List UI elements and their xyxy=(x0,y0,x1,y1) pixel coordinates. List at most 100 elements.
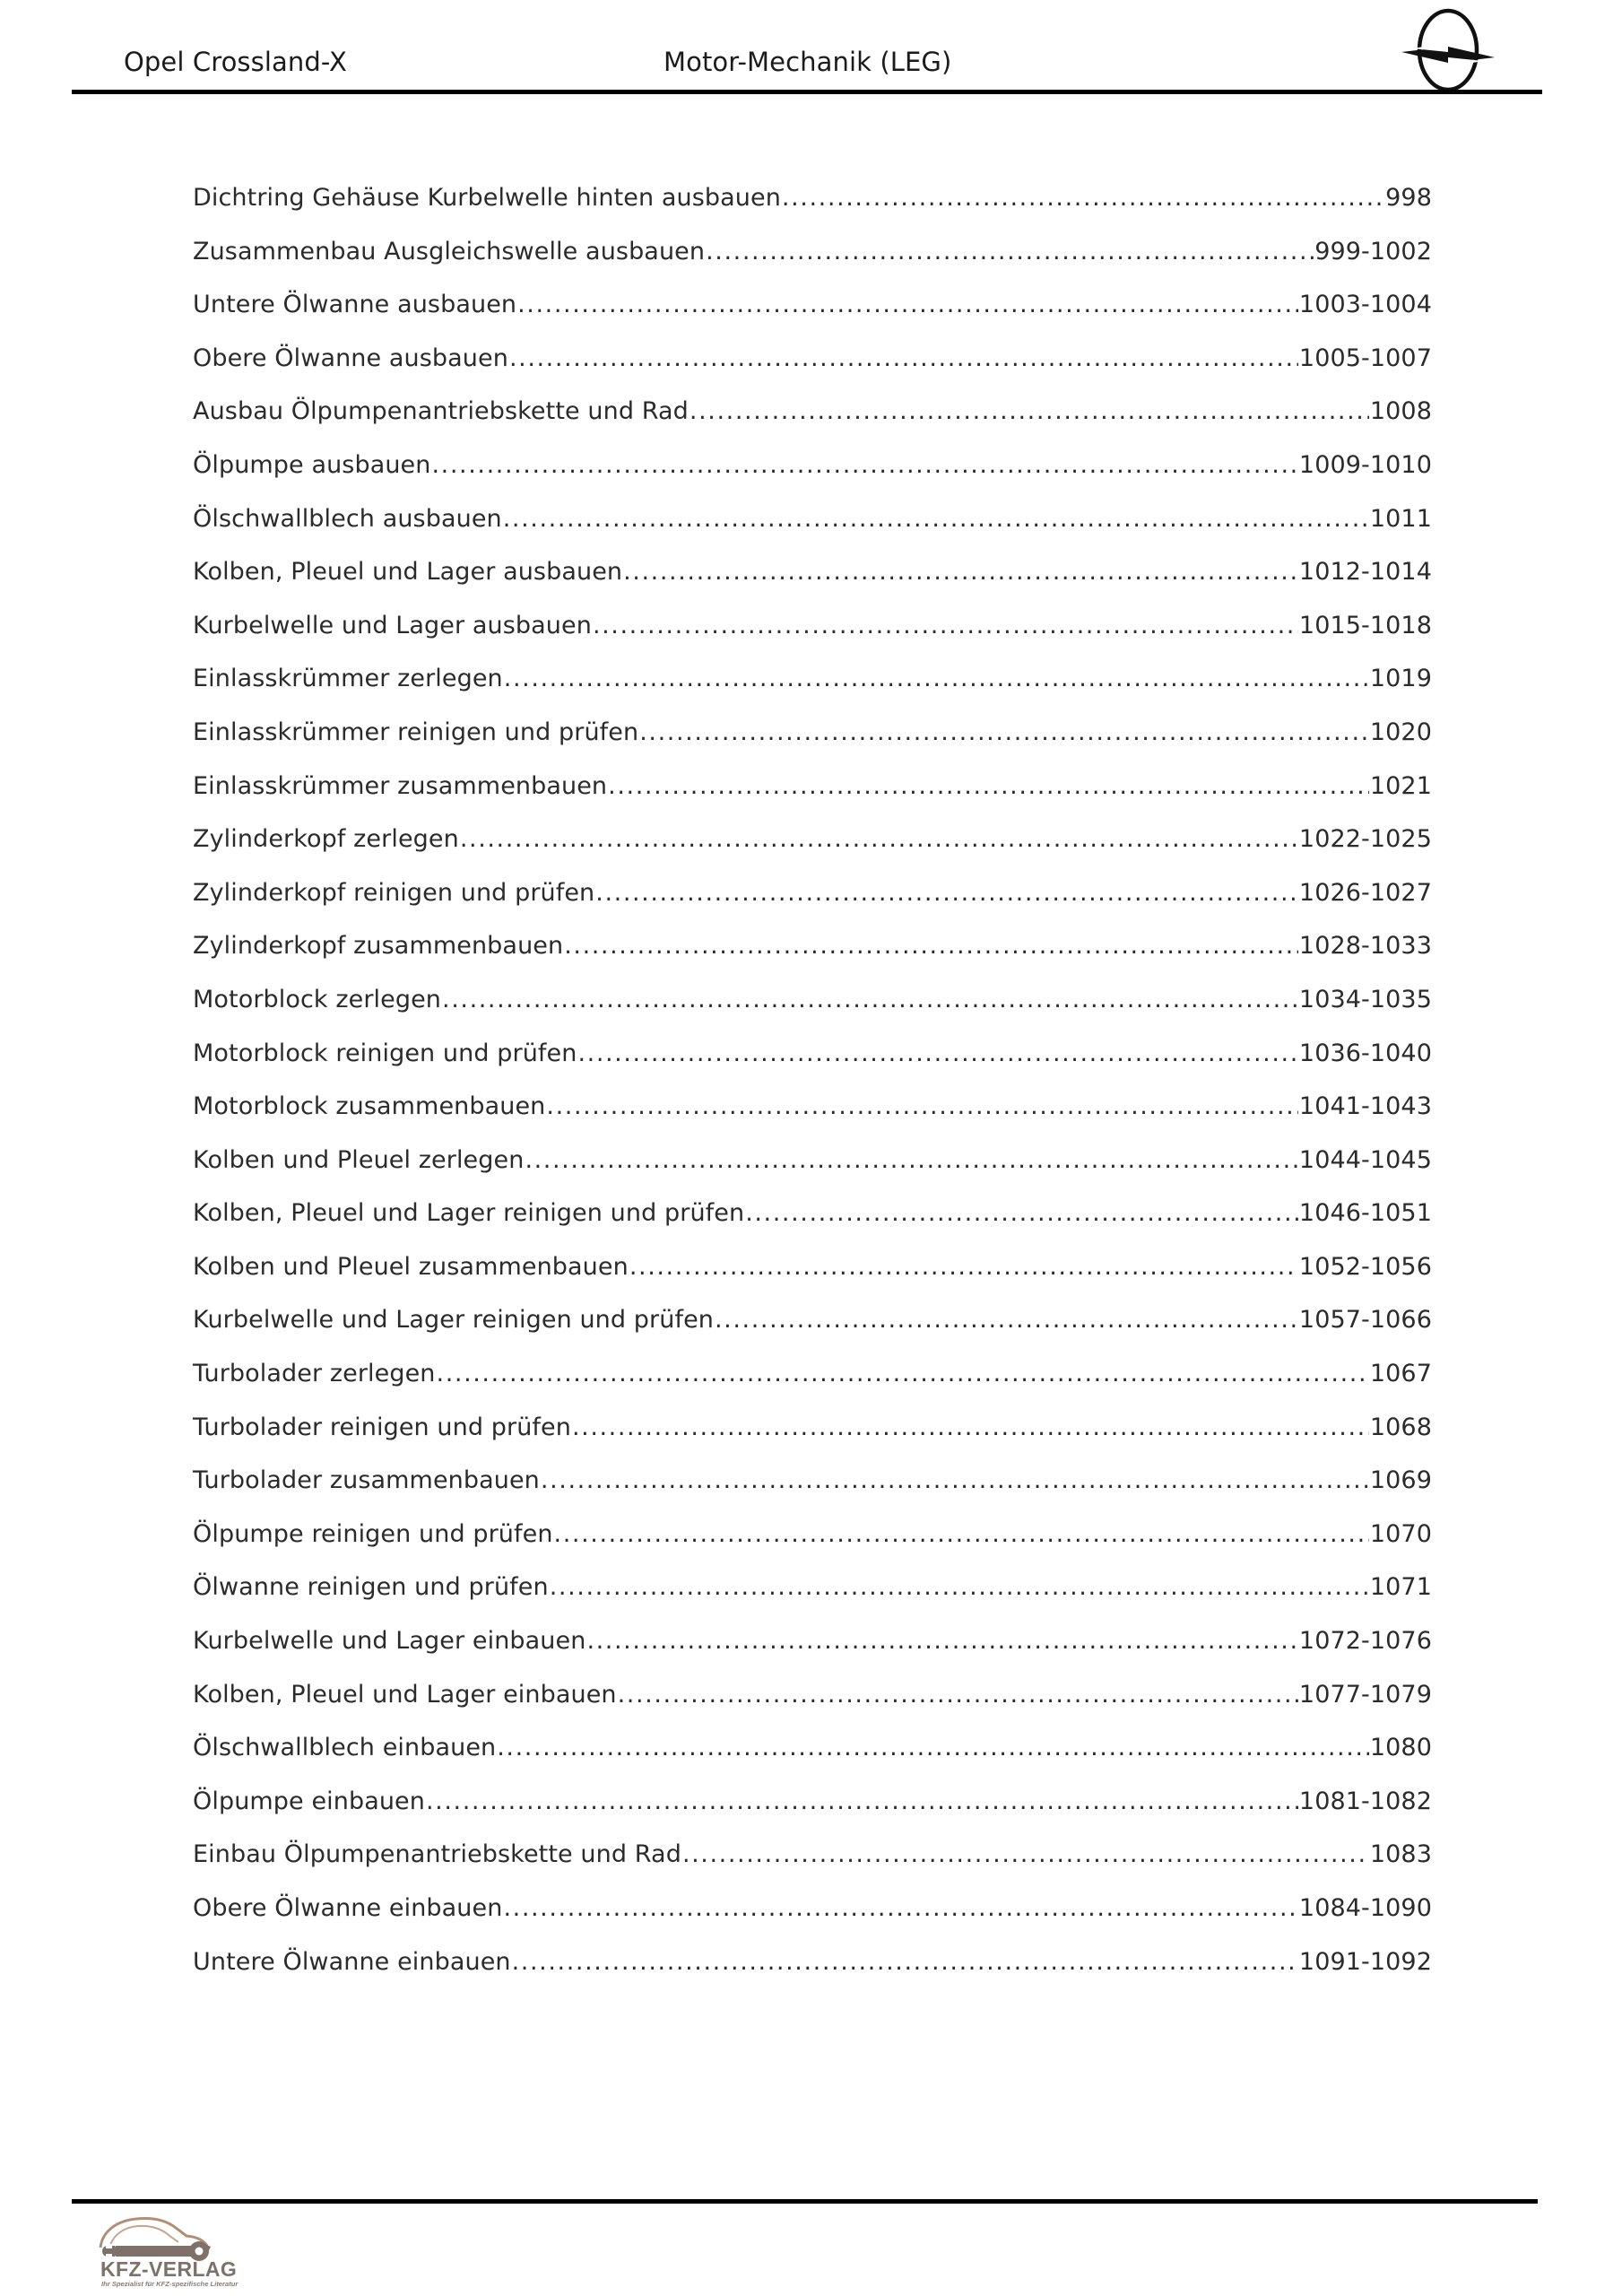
toc-entry[interactable]: Kolben, Pleuel und Lager reinigen und pr… xyxy=(193,1199,1432,1253)
toc-entry[interactable]: Ölpumpe einbauen 1081-1082 xyxy=(193,1787,1432,1841)
toc-entry-title: Turbolader zusammenbauen xyxy=(193,1466,540,1495)
toc-entry[interactable]: Motorblock zusammenbauen 1041-1043 xyxy=(193,1092,1432,1146)
toc-entry[interactable]: Einlasskrümmer reinigen und prüfen 1020 xyxy=(193,718,1432,772)
toc-entry[interactable]: Untere Ölwanne einbauen 1091-1092 xyxy=(193,1948,1432,2002)
toc-entry[interactable]: Kolben, Pleuel und Lager ausbauen 1012-10… xyxy=(193,558,1432,612)
toc-leader-dots xyxy=(715,1308,1298,1332)
toc-entry[interactable]: Zusammenbau Ausgleichswelle ausbauen 999-… xyxy=(193,238,1432,291)
toc-entry-page: 1009-1010 xyxy=(1298,450,1432,479)
toc-entry-page: 1072-1076 xyxy=(1298,1627,1432,1656)
toc-entry-page: 1026-1027 xyxy=(1298,878,1432,907)
toc-entry-title: Untere Ölwanne einbauen xyxy=(193,1947,511,1976)
header-section-title: Motor-Mechanik (LEG) xyxy=(664,47,952,77)
toc-entry[interactable]: Zylinderkopf zerlegen 1022-1025 xyxy=(193,825,1432,879)
toc-leader-dots xyxy=(572,1415,1369,1439)
toc-entry-title: Kolben, Pleuel und Lager einbauen xyxy=(193,1680,617,1709)
toc-entry[interactable]: Dichtring Gehäuse Kurbelwelle hinten aus… xyxy=(193,184,1432,238)
toc-entry[interactable]: Turbolader reinigen und prüfen 1068 xyxy=(193,1413,1432,1467)
toc-entry-title: Ölpumpe ausbauen xyxy=(193,450,431,479)
footer-divider xyxy=(72,2199,1538,2204)
toc-entry-title: Turbolader zerlegen xyxy=(193,1360,436,1388)
toc-entry[interactable]: Ölschwallblech einbauen 1080 xyxy=(193,1734,1432,1787)
toc-leader-dots xyxy=(517,292,1298,317)
page-footer: KFZ-VERLAG Ihr Spezialist für KFZ-spezif… xyxy=(0,2179,1622,2296)
toc-leader-dots xyxy=(586,1629,1297,1653)
toc-entry-page: 1012-1014 xyxy=(1298,558,1432,587)
toc-entry-title: Kurbelwelle und Lager reinigen und prüfe… xyxy=(193,1306,714,1335)
toc-entry-page: 1080 xyxy=(1369,1734,1432,1762)
toc-entry-page: 1036-1040 xyxy=(1298,1039,1432,1067)
toc-entry[interactable]: Kolben, Pleuel und Lager einbauen 1077-10… xyxy=(193,1681,1432,1735)
header-row: Opel Crossland-X Motor-Mechanik (LEG) xyxy=(72,8,1542,92)
toc-leader-dots xyxy=(782,186,1384,210)
toc-entry[interactable]: Zylinderkopf reinigen und prüfen 1026-102… xyxy=(193,879,1432,933)
table-of-contents: Dichtring Gehäuse Kurbelwelle hinten aus… xyxy=(193,184,1432,2001)
toc-entry-title: Einlasskrümmer zusammenbauen xyxy=(193,771,608,800)
toc-entry[interactable]: Kurbelwelle und Lager einbauen 1072-1076 xyxy=(193,1627,1432,1681)
toc-entry[interactable]: Ölschwallblech ausbauen 1011 xyxy=(193,505,1432,559)
toc-entry-page: 1067 xyxy=(1369,1360,1432,1388)
toc-entry-title: Motorblock zusammenbauen xyxy=(193,1092,546,1121)
toc-entry-page: 1011 xyxy=(1369,504,1432,533)
toc-entry[interactable]: Einlasskrümmer zusammenbauen 1021 xyxy=(193,772,1432,826)
toc-leader-dots xyxy=(437,1361,1369,1386)
header-vehicle-title: Opel Crossland-X xyxy=(124,47,347,77)
toc-entry-title: Motorblock reinigen und prüfen xyxy=(193,1039,577,1067)
toc-entry-title: Motorblock zerlegen xyxy=(193,985,442,1013)
toc-leader-dots xyxy=(577,1041,1297,1065)
toc-entry-page: 1052-1056 xyxy=(1298,1252,1432,1281)
toc-leader-dots xyxy=(442,987,1298,1012)
toc-entry-page: 1083 xyxy=(1369,1840,1432,1869)
header-divider xyxy=(72,90,1542,94)
toc-entry[interactable]: Kolben und Pleuel zerlegen 1044-1045 xyxy=(193,1146,1432,1200)
toc-leader-dots xyxy=(504,666,1369,691)
toc-entry-page: 1091-1092 xyxy=(1298,1947,1432,1976)
toc-entry-title: Kolben und Pleuel zerlegen xyxy=(193,1145,525,1174)
toc-entry-page: 1068 xyxy=(1369,1413,1432,1441)
toc-entry-title: Einlasskrümmer reinigen und prüfen xyxy=(193,718,639,746)
toc-entry-title: Dichtring Gehäuse Kurbelwelle hinten aus… xyxy=(193,184,781,212)
kfz-verlag-logo-icon: KFZ-VERLAG Ihr Spezialist für KFZ-spezif… xyxy=(93,2212,246,2291)
toc-leader-dots xyxy=(550,1575,1369,1599)
toc-leader-dots xyxy=(512,1950,1298,1974)
toc-entry[interactable]: Zylinderkopf zusammenbauen 1028-1033 xyxy=(193,932,1432,986)
toc-entry-page: 1022-1025 xyxy=(1298,825,1432,854)
toc-entry[interactable]: Motorblock reinigen und prüfen 1036-1040 xyxy=(193,1039,1432,1093)
toc-entry-title: Zylinderkopf zerlegen xyxy=(193,825,459,854)
toc-entry[interactable]: Kurbelwelle und Lager ausbauen 1015-1018 xyxy=(193,612,1432,665)
toc-entry[interactable]: Turbolader zusammenbauen 1069 xyxy=(193,1466,1432,1520)
toc-entry[interactable]: Kolben und Pleuel zusammenbauen 1052-1056 xyxy=(193,1253,1432,1307)
toc-entry-title: Einlasskrümmer zerlegen xyxy=(193,665,503,693)
toc-leader-dots xyxy=(639,720,1369,744)
toc-entry[interactable]: Untere Ölwanne ausbauen 1003-1004 xyxy=(193,291,1432,344)
toc-entry-page: 1003-1004 xyxy=(1298,291,1432,319)
toc-leader-dots xyxy=(497,1735,1369,1760)
toc-entry[interactable]: Ölwanne reinigen und prüfen 1071 xyxy=(193,1573,1432,1627)
toc-entry[interactable]: Obere Ölwanne ausbauen 1005-1007 xyxy=(193,344,1432,398)
toc-entry[interactable]: Einlasskrümmer zerlegen 1019 xyxy=(193,665,1432,718)
toc-entry-page: 1069 xyxy=(1369,1466,1432,1495)
toc-leader-dots xyxy=(745,1201,1298,1225)
toc-leader-dots xyxy=(503,1896,1297,1920)
toc-leader-dots xyxy=(525,1148,1297,1172)
toc-entry-page: 1028-1033 xyxy=(1298,932,1432,961)
toc-leader-dots xyxy=(682,1842,1369,1866)
toc-entry[interactable]: Ölpumpe reinigen und prüfen 1070 xyxy=(193,1520,1432,1574)
toc-leader-dots xyxy=(546,1094,1298,1118)
toc-leader-dots xyxy=(541,1468,1369,1492)
toc-leader-dots xyxy=(690,399,1369,423)
toc-entry[interactable]: Ausbau Ölpumpenantriebskette und Rad 1008 xyxy=(193,397,1432,451)
toc-entry-title: Kolben, Pleuel und Lager ausbauen xyxy=(193,558,623,587)
toc-entry[interactable]: Ölpumpe ausbauen 1009-1010 xyxy=(193,451,1432,505)
toc-entry-page: 1034-1035 xyxy=(1298,985,1432,1013)
toc-entry[interactable]: Einbau Ölpumpenantriebskette und Rad 1083 xyxy=(193,1840,1432,1894)
toc-leader-dots xyxy=(706,239,1314,264)
toc-leader-dots xyxy=(629,1255,1298,1279)
toc-entry-page: 998 xyxy=(1385,184,1432,212)
toc-leader-dots xyxy=(503,507,1369,531)
toc-entry[interactable]: Turbolader zerlegen 1067 xyxy=(193,1360,1432,1413)
toc-entry[interactable]: Motorblock zerlegen 1034-1035 xyxy=(193,986,1432,1039)
toc-entry[interactable]: Kurbelwelle und Lager reinigen und prüfe… xyxy=(193,1306,1432,1360)
toc-entry-title: Turbolader reinigen und prüfen xyxy=(193,1413,571,1441)
toc-entry[interactable]: Obere Ölwanne einbauen 1084-1090 xyxy=(193,1894,1432,1948)
